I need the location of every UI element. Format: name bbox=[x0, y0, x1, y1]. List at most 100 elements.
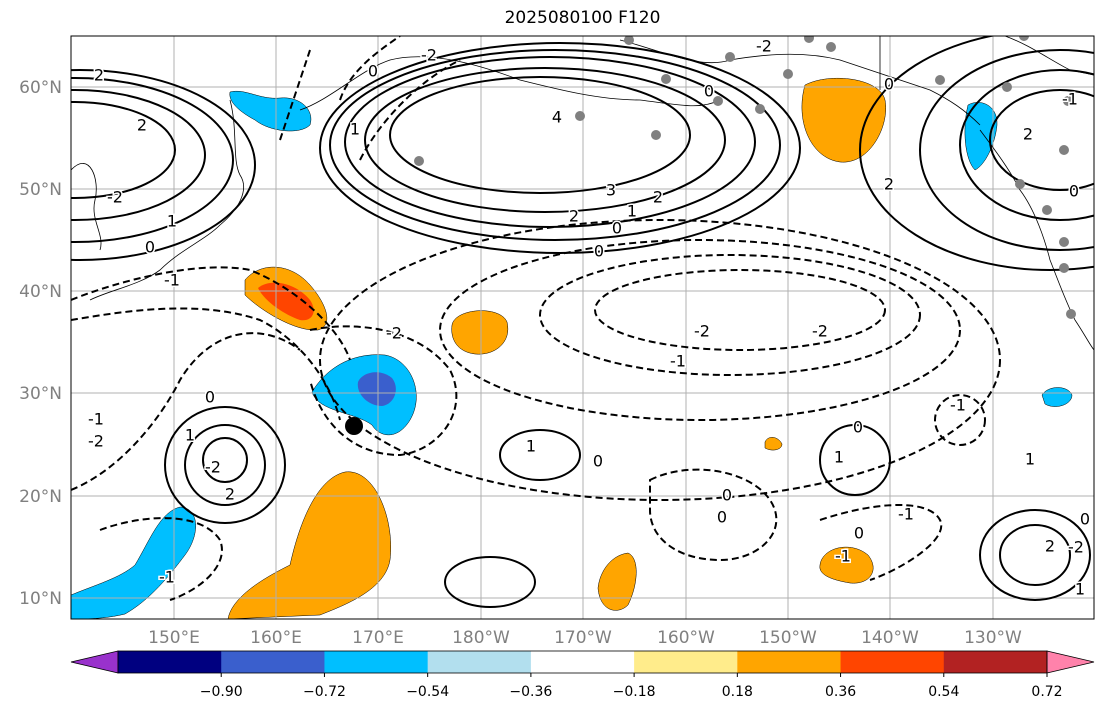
shade-orange-12n-165w bbox=[597, 552, 637, 611]
colorbar-tick-label: 0.18 bbox=[722, 684, 753, 700]
contour-label: 1 bbox=[1075, 580, 1085, 599]
contour-label: 0 bbox=[1069, 182, 1079, 201]
contour-label: 2 bbox=[653, 188, 663, 207]
contour-label: -2 bbox=[1068, 538, 1084, 557]
contour-label: -2 bbox=[205, 458, 221, 477]
contour-label: -1 bbox=[159, 568, 175, 587]
contour-label: 0 bbox=[704, 82, 714, 101]
contour-label: -1 bbox=[88, 410, 104, 429]
shade-orange-15n-145w bbox=[819, 546, 874, 584]
contour-label: 0 bbox=[722, 486, 732, 505]
shade-blue-30n-125w bbox=[1041, 387, 1073, 407]
contour-label: 1 bbox=[526, 437, 536, 456]
lon-label: 150°W bbox=[759, 628, 817, 648]
lon-label: 150°E bbox=[148, 628, 200, 648]
colorbar-cell bbox=[427, 651, 532, 673]
colorbar-tick-label: 0.36 bbox=[825, 684, 856, 700]
lon-label: 170°W bbox=[554, 628, 612, 648]
contour-label: 0 bbox=[717, 508, 727, 527]
lon-label: 140°W bbox=[861, 628, 919, 648]
shade-orange-15n-165e bbox=[227, 471, 391, 619]
lat-label: 60°N bbox=[19, 78, 62, 98]
colorbar-cell bbox=[221, 651, 325, 673]
station-dots bbox=[414, 36, 1076, 319]
coast-kamchatka bbox=[89, 99, 244, 301]
colorbar: −0.90 −0.72 −0.54 −0.36 −0.18 0.18 0.36 0.54 0.7… bbox=[70, 650, 1095, 700]
contour-label: 0 bbox=[594, 242, 604, 261]
lat-label: 40°N bbox=[19, 282, 62, 302]
contour-label: 0 bbox=[854, 524, 864, 543]
contour-label: 0 bbox=[884, 75, 894, 94]
lon-label: 170°E bbox=[352, 628, 404, 648]
contour-label: -2 bbox=[88, 432, 104, 451]
colorbar-tick-label: 0.72 bbox=[1031, 684, 1062, 700]
contour-label: -2 bbox=[756, 37, 772, 56]
shade-red-40n-160e bbox=[258, 282, 314, 321]
colorbar-cell bbox=[118, 651, 222, 673]
contour-label: 1 bbox=[1025, 450, 1035, 469]
colorbar-left-extend bbox=[70, 650, 119, 674]
chart-title: 2025080100 F120 bbox=[504, 8, 661, 28]
colorbar-cell bbox=[737, 651, 842, 673]
contour-label: 1 bbox=[350, 120, 360, 139]
shade-blue-15n-150e bbox=[71, 506, 196, 619]
lon-label: 160°W bbox=[657, 628, 715, 648]
colorbar-cell bbox=[634, 651, 738, 673]
colorbar-cell bbox=[840, 651, 945, 673]
contour-label: 2 bbox=[94, 66, 104, 85]
contours-negative bbox=[71, 36, 1001, 601]
lat-label: 10°N bbox=[19, 589, 62, 609]
lat-label: 50°N bbox=[19, 180, 62, 200]
shade-orange-small-25n-150w bbox=[764, 437, 783, 451]
lat-axis-labels: 10°N 20°N 30°N 40°N 50°N 60°N bbox=[19, 78, 62, 609]
lon-label: 130°W bbox=[964, 628, 1022, 648]
contour-label: 3 bbox=[606, 181, 616, 200]
colorbar-cell bbox=[324, 651, 429, 673]
shade-blue-bc-coast bbox=[964, 102, 998, 171]
contour-label: 4 bbox=[552, 108, 562, 127]
contour-label: 2 bbox=[1045, 537, 1055, 556]
contour-label: -1 bbox=[835, 547, 851, 566]
colorbar-tick-label: −0.90 bbox=[200, 684, 243, 700]
coast-sakhalin bbox=[71, 163, 102, 251]
lat-label: 20°N bbox=[19, 487, 62, 507]
contour-label: 1 bbox=[627, 202, 637, 221]
contour-label: 0 bbox=[1080, 510, 1090, 529]
lat-label: 30°N bbox=[19, 384, 62, 404]
contour-label: 0 bbox=[368, 62, 378, 81]
shade-darkblue-30n-170e bbox=[357, 372, 396, 406]
contour-label: -1 bbox=[670, 352, 686, 371]
contour-label: 2 bbox=[137, 116, 147, 135]
contour-label: 0 bbox=[205, 388, 215, 407]
storm-center-dot bbox=[345, 417, 363, 435]
contours-positive bbox=[71, 36, 1094, 608]
gridlines bbox=[71, 36, 1094, 619]
shaded-anomalies bbox=[71, 77, 1073, 619]
shade-blue-kamchatka bbox=[229, 90, 312, 132]
colorbar-tick-label: 0.54 bbox=[928, 684, 959, 700]
contour-label: 2 bbox=[225, 485, 235, 504]
colorbar-cell bbox=[943, 651, 1048, 673]
shade-orange-38n-180 bbox=[451, 310, 509, 355]
contour-label: -2 bbox=[694, 322, 710, 341]
shade-orange-alaska bbox=[801, 77, 887, 163]
colorbar-cell bbox=[530, 651, 635, 673]
lon-label: 180°W bbox=[452, 628, 510, 648]
colorbar-tick-label: −0.72 bbox=[303, 684, 346, 700]
contour-label: -1 bbox=[950, 396, 966, 415]
contour-label: -2 bbox=[386, 324, 402, 343]
contour-label: -2 bbox=[421, 46, 437, 65]
contour-label: 1 bbox=[834, 448, 844, 467]
contour-label: 2 bbox=[884, 175, 894, 194]
contour-label: -2 bbox=[107, 188, 123, 207]
contour-label: 0 bbox=[145, 238, 155, 257]
contour-label: 0 bbox=[853, 418, 863, 437]
colorbar-tick-label: −0.18 bbox=[613, 684, 656, 700]
contour-label: 1 bbox=[167, 212, 177, 231]
map-frame bbox=[70, 35, 1095, 620]
colorbar-tick-label: −0.54 bbox=[406, 684, 449, 700]
coast-bc-us-west bbox=[979, 129, 1094, 351]
contour-label: 0 bbox=[612, 219, 622, 238]
